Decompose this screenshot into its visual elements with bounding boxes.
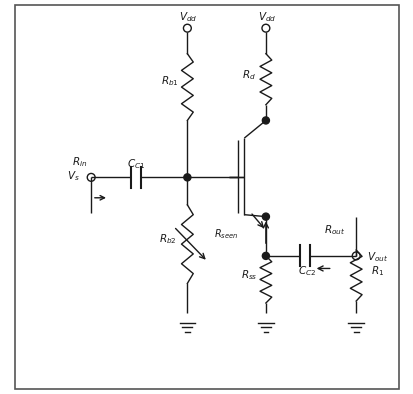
Text: $R_{ss}$: $R_{ss}$	[240, 269, 257, 282]
Text: $V_s$: $V_s$	[66, 170, 79, 184]
Text: $C_{C2}$: $C_{C2}$	[297, 264, 316, 278]
Circle shape	[183, 174, 190, 181]
Text: $V_{dd}$: $V_{dd}$	[257, 10, 275, 24]
Text: $R_{b1}$: $R_{b1}$	[160, 74, 178, 88]
Circle shape	[262, 253, 269, 259]
Text: $R_{in}$: $R_{in}$	[71, 156, 87, 169]
Circle shape	[262, 213, 269, 220]
Text: $V_{dd}$: $V_{dd}$	[178, 10, 197, 24]
Text: $R_{b2}$: $R_{b2}$	[159, 232, 176, 246]
Text: $R_1$: $R_1$	[370, 265, 383, 279]
Text: $R_{out}$: $R_{out}$	[323, 223, 344, 237]
Circle shape	[262, 117, 269, 124]
Text: $R_{seen}$: $R_{seen}$	[214, 227, 238, 241]
Text: $R_d$: $R_d$	[242, 69, 256, 82]
Text: $V_{out}$: $V_{out}$	[366, 250, 387, 264]
Text: $C_{C1}$: $C_{C1}$	[127, 157, 145, 171]
